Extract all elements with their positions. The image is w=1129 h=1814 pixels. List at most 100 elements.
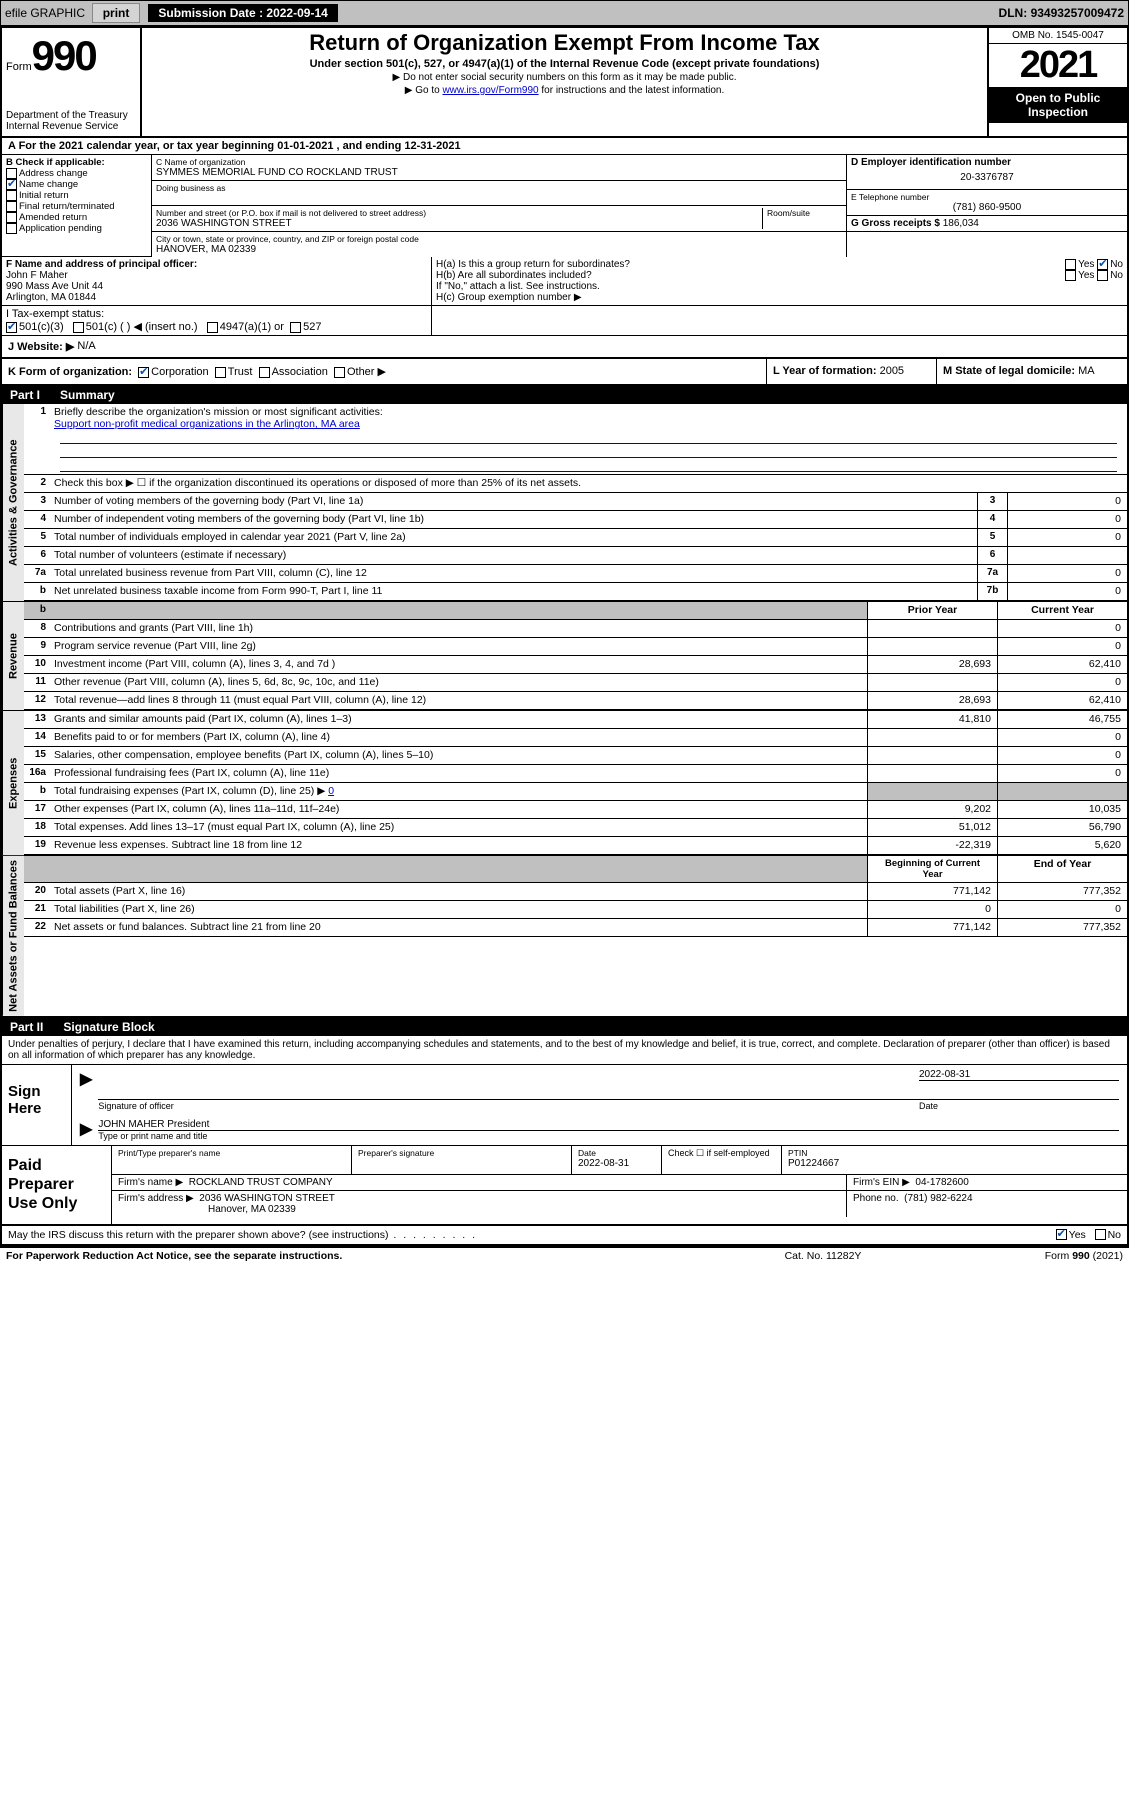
form-org-label: K Form of organization: — [8, 366, 132, 378]
firm-addr-label: Firm's address ▶ — [118, 1193, 194, 1204]
summary-row: 11Other revenue (Part VIII, column (A), … — [24, 674, 1127, 692]
submission-date-pill: Submission Date : 2022-09-14 — [148, 4, 337, 22]
irs-link[interactable]: www.irs.gov/Form990 — [442, 85, 538, 96]
top-toolbar: efile GRAPHIC print Submission Date : 20… — [0, 0, 1129, 26]
chk-discuss-no[interactable] — [1095, 1229, 1106, 1240]
col-current-header: Current Year — [997, 602, 1127, 619]
hb-label: H(b) Are all subordinates included? — [436, 270, 1065, 281]
gross-value: 186,034 — [943, 218, 979, 229]
summary-row: 8Contributions and grants (Part VIII, li… — [24, 620, 1127, 638]
officer-sig-name-label: Type or print name and title — [98, 1131, 1119, 1141]
footer-formref: Form 990 (2021) — [923, 1250, 1123, 1262]
open-public-badge: Open to Public Inspection — [989, 87, 1127, 123]
summary-row: 4Number of independent voting members of… — [24, 511, 1127, 529]
website-label: J Website: ▶ — [8, 340, 74, 353]
prep-name-label: Print/Type preparer's name — [118, 1148, 345, 1158]
vlabel-revenue: Revenue — [2, 602, 24, 710]
ein-value: 20-3376787 — [851, 168, 1123, 187]
dln-value: DLN: 93493257009472 — [999, 6, 1124, 20]
domicile-label: M State of legal domicile: — [943, 365, 1075, 377]
chk-ha-no[interactable] — [1097, 259, 1108, 270]
efile-label: efile GRAPHIC — [5, 6, 85, 20]
chk-corp[interactable] — [138, 367, 149, 378]
chk-hb-no[interactable] — [1097, 270, 1108, 281]
chk-assoc[interactable] — [259, 367, 270, 378]
discuss-question: May the IRS discuss this return with the… — [8, 1229, 1056, 1241]
preparer-label: Paid Preparer Use Only — [2, 1146, 112, 1224]
summary-row: 3Number of voting members of the governi… — [24, 493, 1127, 511]
irs-label: Internal Revenue Service — [6, 121, 136, 132]
sign-here-label: Sign Here — [2, 1065, 72, 1145]
prep-sig-label: Preparer's signature — [358, 1148, 565, 1158]
prep-date-label: Date — [578, 1148, 655, 1158]
officer-name: John F Maher — [6, 270, 427, 281]
arrow-icon: ▶ — [80, 1069, 92, 1111]
phone-value: (781) 860-9500 — [851, 202, 1123, 213]
summary-row: 13Grants and similar amounts paid (Part … — [24, 711, 1127, 729]
tax-period-line: A For the 2021 calendar year, or tax yea… — [2, 138, 1127, 155]
footer-catno: Cat. No. 11282Y — [723, 1250, 923, 1262]
prep-self-employed: Check ☐ if self-employed — [662, 1146, 782, 1174]
summary-row: 12Total revenue—add lines 8 through 11 (… — [24, 692, 1127, 710]
tax-year: 2021 — [989, 44, 1127, 87]
form-number: Form 990 — [6, 32, 136, 80]
part1-header: Part I Summary — [2, 386, 1127, 404]
chk-other[interactable] — [334, 367, 345, 378]
officer-addr1: 990 Mass Ave Unit 44 — [6, 281, 427, 292]
summary-row: 19Revenue less expenses. Subtract line 1… — [24, 837, 1127, 855]
chk-501c[interactable] — [73, 322, 84, 333]
vlabel-governance: Activities & Governance — [2, 404, 24, 601]
chk-527[interactable] — [290, 322, 301, 333]
phone-label: E Telephone number — [851, 192, 1123, 202]
chk-app-pending[interactable] — [6, 223, 17, 234]
sign-here-section: Sign Here ▶ 2022-08-31 Signature of offi… — [2, 1065, 1127, 1146]
form-header: Form 990 Department of the Treasury Inte… — [2, 28, 1127, 138]
firm-addr2: Hanover, MA 02339 — [208, 1204, 296, 1215]
firm-addr1: 2036 WASHINGTON STREET — [199, 1193, 335, 1204]
firm-ein-val: 04-1782600 — [915, 1177, 968, 1188]
city-label: City or town, state or province, country… — [156, 234, 842, 244]
summary-row: 14Benefits paid to or for members (Part … — [24, 729, 1127, 747]
penalty-statement: Under penalties of perjury, I declare th… — [2, 1036, 1127, 1065]
summary-row: 10Investment income (Part VIII, column (… — [24, 656, 1127, 674]
preparer-section: Paid Preparer Use Only Print/Type prepar… — [2, 1146, 1127, 1226]
chk-final[interactable] — [6, 201, 17, 212]
ein-label: D Employer identification number — [851, 157, 1123, 168]
vlabel-netassets: Net Assets or Fund Balances — [2, 856, 24, 1016]
website-value: N/A — [77, 340, 95, 353]
page-footer: For Paperwork Reduction Act Notice, see … — [0, 1248, 1129, 1264]
prep-phone-val: (781) 982-6224 — [904, 1193, 972, 1204]
col-begin-header: Beginning of Current Year — [867, 856, 997, 882]
summary-row: 9Program service revenue (Part VIII, lin… — [24, 638, 1127, 656]
form-note-link: ▶ Go to www.irs.gov/Form990 for instruct… — [150, 85, 979, 96]
ptin-val: P01224667 — [788, 1158, 1121, 1169]
chk-name-change[interactable] — [6, 179, 17, 190]
summary-row: 6Total number of volunteers (estimate if… — [24, 547, 1127, 565]
chk-amended[interactable] — [6, 212, 17, 223]
chk-hb-yes[interactable] — [1065, 270, 1076, 281]
summary-row: 16aProfessional fundraising fees (Part I… — [24, 765, 1127, 783]
dba-label: Doing business as — [156, 183, 842, 193]
org-name-label: C Name of organization — [156, 157, 842, 167]
mission-label: Briefly describe the organization's miss… — [54, 406, 383, 418]
print-button[interactable]: print — [92, 3, 141, 23]
hc-label: H(c) Group exemption number ▶ — [436, 292, 1123, 303]
chk-trust[interactable] — [215, 367, 226, 378]
chk-ha-yes[interactable] — [1065, 259, 1076, 270]
chk-501c3[interactable] — [6, 322, 17, 333]
street-value: 2036 WASHINGTON STREET — [156, 218, 762, 229]
entity-block: B Check if applicable: Address change Na… — [2, 155, 1127, 257]
chk-4947[interactable] — [207, 322, 218, 333]
block-b-title: B Check if applicable: — [6, 157, 147, 168]
mission-text: Support non-profit medical organizations… — [54, 418, 360, 430]
tax-status-label: I Tax-exempt status: — [6, 308, 104, 320]
chk-initial[interactable] — [6, 190, 17, 201]
org-name: SYMMES MEMORIAL FUND CO ROCKLAND TRUST — [156, 167, 842, 178]
form-title: Return of Organization Exempt From Incom… — [150, 30, 979, 56]
gross-label: G Gross receipts $ — [851, 218, 940, 229]
hb-note: If "No," attach a list. See instructions… — [436, 281, 1123, 292]
chk-discuss-yes[interactable] — [1056, 1229, 1067, 1240]
prep-date-val: 2022-08-31 — [578, 1158, 655, 1169]
officer-label: F Name and address of principal officer: — [6, 259, 427, 270]
col-end-header: End of Year — [997, 856, 1127, 882]
